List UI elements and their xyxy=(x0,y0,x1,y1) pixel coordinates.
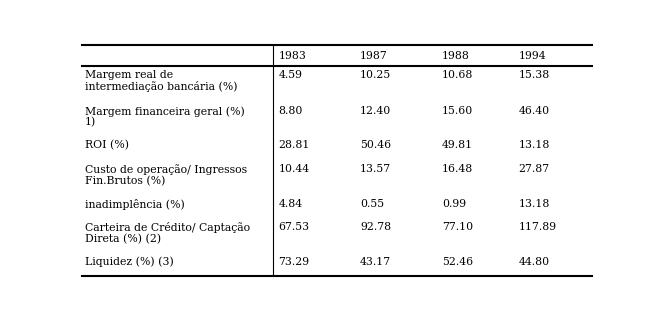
Text: 52.46: 52.46 xyxy=(442,257,473,267)
Text: 1): 1) xyxy=(85,117,96,128)
Text: 4.84: 4.84 xyxy=(278,198,303,209)
Text: Custo de operação/ Ingressos: Custo de operação/ Ingressos xyxy=(85,164,247,175)
Text: 12.40: 12.40 xyxy=(360,106,392,116)
Text: intermediação bancária (%): intermediação bancária (%) xyxy=(85,82,238,92)
Text: 28.81: 28.81 xyxy=(278,140,310,150)
Text: 77.10: 77.10 xyxy=(442,222,473,233)
Text: 117.89: 117.89 xyxy=(519,222,557,233)
Text: 49.81: 49.81 xyxy=(442,140,473,150)
Text: 43.17: 43.17 xyxy=(360,257,392,267)
Text: 10.44: 10.44 xyxy=(278,164,310,174)
Text: Carteira de Crédito/ Captação: Carteira de Crédito/ Captação xyxy=(85,222,250,234)
Text: 16.48: 16.48 xyxy=(442,164,473,174)
Text: 8.80: 8.80 xyxy=(278,106,303,116)
Text: 46.40: 46.40 xyxy=(519,106,549,116)
Text: 0.99: 0.99 xyxy=(442,198,466,209)
Text: 10.68: 10.68 xyxy=(442,70,473,80)
Text: 1994: 1994 xyxy=(519,51,546,61)
Text: 1987: 1987 xyxy=(360,51,388,61)
Text: Direta (%) (2): Direta (%) (2) xyxy=(85,234,161,244)
Text: 0.55: 0.55 xyxy=(360,198,384,209)
Text: 13.18: 13.18 xyxy=(519,140,549,150)
Text: 15.38: 15.38 xyxy=(519,70,549,80)
Text: Fin.Brutos (%): Fin.Brutos (%) xyxy=(85,175,165,186)
Text: Margem financeira geral (%): Margem financeira geral (%) xyxy=(85,106,245,117)
Text: 15.60: 15.60 xyxy=(442,106,473,116)
Text: 4.59: 4.59 xyxy=(278,70,303,80)
Text: 73.29: 73.29 xyxy=(278,257,310,267)
Text: inadimplência (%): inadimplência (%) xyxy=(85,198,184,210)
Text: 1983: 1983 xyxy=(278,51,307,61)
Text: Margem real de: Margem real de xyxy=(85,70,173,80)
Text: 67.53: 67.53 xyxy=(278,222,310,233)
Text: 10.25: 10.25 xyxy=(360,70,392,80)
Text: 92.78: 92.78 xyxy=(360,222,392,233)
Text: 1988: 1988 xyxy=(442,51,470,61)
Text: ROI (%): ROI (%) xyxy=(85,140,129,151)
Text: 13.57: 13.57 xyxy=(360,164,392,174)
Text: 50.46: 50.46 xyxy=(360,140,392,150)
Text: 13.18: 13.18 xyxy=(519,198,549,209)
Text: 27.87: 27.87 xyxy=(519,164,549,174)
Text: Liquidez (%) (3): Liquidez (%) (3) xyxy=(85,257,174,267)
Text: 44.80: 44.80 xyxy=(519,257,549,267)
